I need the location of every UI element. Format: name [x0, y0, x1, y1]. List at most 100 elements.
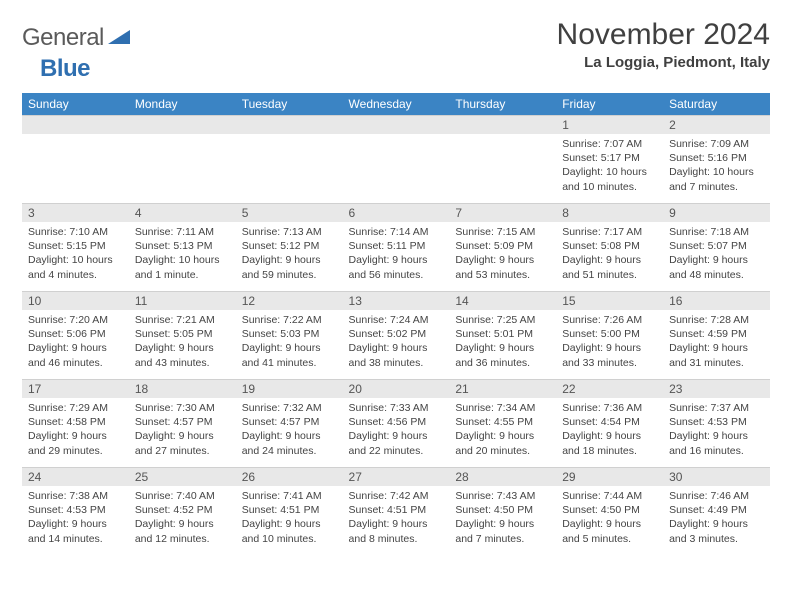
calendar-day-cell: 11Sunrise: 7:21 AMSunset: 5:05 PMDayligh… [129, 291, 236, 379]
calendar-day-cell: 13Sunrise: 7:24 AMSunset: 5:02 PMDayligh… [343, 291, 450, 379]
day-details: Sunrise: 7:41 AMSunset: 4:51 PMDaylight:… [236, 486, 343, 550]
day-details: Sunrise: 7:42 AMSunset: 4:51 PMDaylight:… [343, 486, 450, 550]
day-number: 26 [236, 467, 343, 486]
day-details: Sunrise: 7:07 AMSunset: 5:17 PMDaylight:… [556, 134, 663, 198]
day-number: 23 [663, 379, 770, 398]
day-details: Sunrise: 7:15 AMSunset: 5:09 PMDaylight:… [449, 222, 556, 286]
day-details: Sunrise: 7:37 AMSunset: 4:53 PMDaylight:… [663, 398, 770, 462]
calendar-day-cell: 9Sunrise: 7:18 AMSunset: 5:07 PMDaylight… [663, 203, 770, 291]
calendar-day-cell: 2Sunrise: 7:09 AMSunset: 5:16 PMDaylight… [663, 115, 770, 203]
calendar-day-cell: 28Sunrise: 7:43 AMSunset: 4:50 PMDayligh… [449, 467, 556, 555]
day-number: 1 [556, 115, 663, 134]
day-number: 18 [129, 379, 236, 398]
logo-word1: General [22, 24, 104, 52]
day-details: Sunrise: 7:43 AMSunset: 4:50 PMDaylight:… [449, 486, 556, 550]
day-number-empty [449, 115, 556, 134]
calendar-day-cell [129, 115, 236, 203]
day-number: 15 [556, 291, 663, 310]
weekday-header: Tuesday [236, 93, 343, 115]
calendar-day-cell [22, 115, 129, 203]
day-number-empty [236, 115, 343, 134]
day-details: Sunrise: 7:10 AMSunset: 5:15 PMDaylight:… [22, 222, 129, 286]
day-details: Sunrise: 7:18 AMSunset: 5:07 PMDaylight:… [663, 222, 770, 286]
day-number: 3 [22, 203, 129, 222]
weekday-header: Wednesday [343, 93, 450, 115]
day-number: 17 [22, 379, 129, 398]
day-number: 8 [556, 203, 663, 222]
weekday-header: Monday [129, 93, 236, 115]
calendar-day-cell: 15Sunrise: 7:26 AMSunset: 5:00 PMDayligh… [556, 291, 663, 379]
day-number-empty [22, 115, 129, 134]
calendar-day-cell: 27Sunrise: 7:42 AMSunset: 4:51 PMDayligh… [343, 467, 450, 555]
logo-triangle-icon [108, 27, 130, 50]
calendar-day-cell: 26Sunrise: 7:41 AMSunset: 4:51 PMDayligh… [236, 467, 343, 555]
calendar-day-cell: 8Sunrise: 7:17 AMSunset: 5:08 PMDaylight… [556, 203, 663, 291]
calendar-day-cell: 12Sunrise: 7:22 AMSunset: 5:03 PMDayligh… [236, 291, 343, 379]
day-number: 30 [663, 467, 770, 486]
calendar-day-cell [343, 115, 450, 203]
day-details: Sunrise: 7:29 AMSunset: 4:58 PMDaylight:… [22, 398, 129, 462]
calendar-day-cell: 17Sunrise: 7:29 AMSunset: 4:58 PMDayligh… [22, 379, 129, 467]
day-details: Sunrise: 7:22 AMSunset: 5:03 PMDaylight:… [236, 310, 343, 374]
weekday-header: Friday [556, 93, 663, 115]
calendar-day-cell: 18Sunrise: 7:30 AMSunset: 4:57 PMDayligh… [129, 379, 236, 467]
day-details: Sunrise: 7:32 AMSunset: 4:57 PMDaylight:… [236, 398, 343, 462]
weekday-header: Sunday [22, 93, 129, 115]
calendar-week-row: 24Sunrise: 7:38 AMSunset: 4:53 PMDayligh… [22, 467, 770, 555]
day-number: 27 [343, 467, 450, 486]
day-details: Sunrise: 7:33 AMSunset: 4:56 PMDaylight:… [343, 398, 450, 462]
weekday-header: Thursday [449, 93, 556, 115]
day-details: Sunrise: 7:46 AMSunset: 4:49 PMDaylight:… [663, 486, 770, 550]
day-number: 6 [343, 203, 450, 222]
calendar-day-cell: 19Sunrise: 7:32 AMSunset: 4:57 PMDayligh… [236, 379, 343, 467]
calendar-day-cell: 22Sunrise: 7:36 AMSunset: 4:54 PMDayligh… [556, 379, 663, 467]
day-number: 13 [343, 291, 450, 310]
day-number-empty [129, 115, 236, 134]
day-number: 2 [663, 115, 770, 134]
day-number: 21 [449, 379, 556, 398]
day-number: 9 [663, 203, 770, 222]
day-details: Sunrise: 7:44 AMSunset: 4:50 PMDaylight:… [556, 486, 663, 550]
day-number: 28 [449, 467, 556, 486]
page-title: November 2024 [557, 18, 770, 52]
day-number: 5 [236, 203, 343, 222]
day-details: Sunrise: 7:40 AMSunset: 4:52 PMDaylight:… [129, 486, 236, 550]
calendar-day-cell: 7Sunrise: 7:15 AMSunset: 5:09 PMDaylight… [449, 203, 556, 291]
logo: General [22, 18, 132, 52]
day-details: Sunrise: 7:11 AMSunset: 5:13 PMDaylight:… [129, 222, 236, 286]
calendar-day-cell: 16Sunrise: 7:28 AMSunset: 4:59 PMDayligh… [663, 291, 770, 379]
logo-word2: Blue [40, 55, 90, 82]
day-details: Sunrise: 7:25 AMSunset: 5:01 PMDaylight:… [449, 310, 556, 374]
calendar-week-row: 1Sunrise: 7:07 AMSunset: 5:17 PMDaylight… [22, 115, 770, 203]
calendar-day-cell: 24Sunrise: 7:38 AMSunset: 4:53 PMDayligh… [22, 467, 129, 555]
calendar-day-cell: 25Sunrise: 7:40 AMSunset: 4:52 PMDayligh… [129, 467, 236, 555]
day-details: Sunrise: 7:28 AMSunset: 4:59 PMDaylight:… [663, 310, 770, 374]
day-details: Sunrise: 7:34 AMSunset: 4:55 PMDaylight:… [449, 398, 556, 462]
day-number: 7 [449, 203, 556, 222]
calendar-day-cell: 21Sunrise: 7:34 AMSunset: 4:55 PMDayligh… [449, 379, 556, 467]
calendar-day-cell: 1Sunrise: 7:07 AMSunset: 5:17 PMDaylight… [556, 115, 663, 203]
location-label: La Loggia, Piedmont, Italy [557, 54, 770, 71]
weekday-header: Saturday [663, 93, 770, 115]
calendar-day-cell: 29Sunrise: 7:44 AMSunset: 4:50 PMDayligh… [556, 467, 663, 555]
day-number: 10 [22, 291, 129, 310]
calendar-day-cell: 10Sunrise: 7:20 AMSunset: 5:06 PMDayligh… [22, 291, 129, 379]
day-details: Sunrise: 7:21 AMSunset: 5:05 PMDaylight:… [129, 310, 236, 374]
calendar-day-cell: 5Sunrise: 7:13 AMSunset: 5:12 PMDaylight… [236, 203, 343, 291]
day-details: Sunrise: 7:13 AMSunset: 5:12 PMDaylight:… [236, 222, 343, 286]
day-number: 29 [556, 467, 663, 486]
day-details: Sunrise: 7:09 AMSunset: 5:16 PMDaylight:… [663, 134, 770, 198]
day-details: Sunrise: 7:26 AMSunset: 5:00 PMDaylight:… [556, 310, 663, 374]
calendar-table: Sunday Monday Tuesday Wednesday Thursday… [22, 93, 770, 555]
day-details: Sunrise: 7:14 AMSunset: 5:11 PMDaylight:… [343, 222, 450, 286]
calendar-day-cell: 20Sunrise: 7:33 AMSunset: 4:56 PMDayligh… [343, 379, 450, 467]
calendar-day-cell: 4Sunrise: 7:11 AMSunset: 5:13 PMDaylight… [129, 203, 236, 291]
calendar-day-cell: 14Sunrise: 7:25 AMSunset: 5:01 PMDayligh… [449, 291, 556, 379]
day-details: Sunrise: 7:20 AMSunset: 5:06 PMDaylight:… [22, 310, 129, 374]
day-details: Sunrise: 7:17 AMSunset: 5:08 PMDaylight:… [556, 222, 663, 286]
calendar-day-cell: 30Sunrise: 7:46 AMSunset: 4:49 PMDayligh… [663, 467, 770, 555]
calendar-day-cell [236, 115, 343, 203]
day-number: 12 [236, 291, 343, 310]
day-details: Sunrise: 7:30 AMSunset: 4:57 PMDaylight:… [129, 398, 236, 462]
calendar-week-row: 17Sunrise: 7:29 AMSunset: 4:58 PMDayligh… [22, 379, 770, 467]
